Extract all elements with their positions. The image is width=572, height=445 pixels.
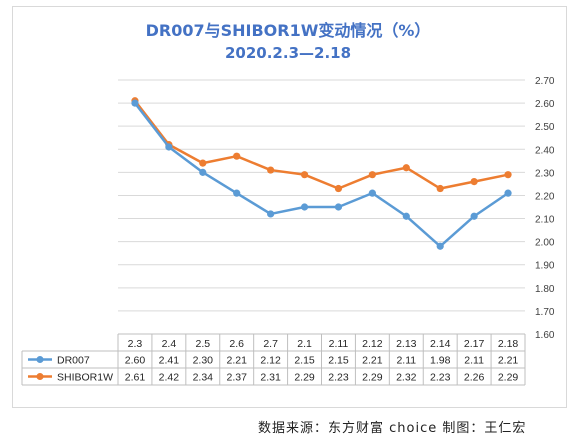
x-category-label: 2.5 [195, 338, 210, 350]
table-value-SHIBOR1W: 2.34 [193, 372, 214, 384]
line-chart: DR007与SHIBOR1W变动情况（%） 2020.2.3—2.18 1.60 1.… [21, 21, 555, 386]
data-point-SHIBOR1W [470, 178, 478, 186]
y-tick-label: 2.30 [535, 168, 555, 179]
table-value-DR007: 2.12 [260, 355, 281, 367]
data-point-SHIBOR1W [402, 164, 410, 172]
table-value-SHIBOR1W: 2.42 [159, 372, 180, 384]
data-point-DR007 [199, 168, 207, 176]
table-value-DR007: 2.30 [193, 355, 214, 367]
data-point-DR007 [334, 203, 343, 211]
table-value-SHIBOR1W: 2.31 [260, 372, 281, 384]
chart-subtitle: 2020.2.3—2.18 [225, 44, 351, 62]
data-point-SHIBOR1W [334, 184, 343, 193]
table-value-DR007: 2.21 [226, 355, 247, 367]
y-tick-label: 2.10 [535, 215, 555, 226]
x-category-label: 2.12 [362, 338, 383, 350]
x-category-label: 2.3 [128, 338, 143, 350]
legend-marker-DR007 [36, 356, 44, 363]
x-category-label: 2.7 [263, 338, 278, 350]
data-point-SHIBOR1W [199, 159, 207, 167]
table-value-DR007: 2.41 [159, 355, 180, 367]
data-point-DR007 [402, 212, 410, 220]
data-point-SHIBOR1W [368, 171, 376, 179]
x-category-label: 2.18 [498, 338, 519, 350]
y-tick-label: 1.60 [535, 330, 555, 341]
table-value-SHIBOR1W: 2.29 [362, 372, 383, 384]
legend-marker-SHIBOR1W [36, 373, 44, 380]
data-point-DR007 [368, 189, 376, 197]
y-tick-label: 2.60 [535, 99, 555, 110]
series-line-DR007 [133, 102, 509, 248]
data-point-SHIBOR1W [300, 171, 309, 179]
table-value-SHIBOR1W: 2.29 [498, 372, 519, 384]
table-value-SHIBOR1W: 2.23 [328, 372, 349, 384]
data-point-SHIBOR1W [267, 166, 275, 174]
x-category-label: 2.4 [162, 338, 177, 350]
legend-label-SHIBOR1W: SHIBOR1W [57, 372, 113, 384]
data-point-DR007 [436, 242, 444, 250]
y-tick-label: 2.70 [535, 76, 555, 87]
x-category-label: 2.1 [297, 338, 312, 350]
chart-title: DR007与SHIBOR1W变动情况（%） [146, 21, 431, 40]
x-category-label: 2.17 [464, 338, 485, 350]
table-value-DR007: 2.21 [498, 355, 519, 367]
table-value-SHIBOR1W: 2.26 [464, 372, 485, 384]
data-point-DR007 [300, 203, 309, 211]
x-category-label: 2.14 [430, 338, 451, 350]
series-line-SHIBOR1W [133, 100, 509, 190]
table-value-DR007: 2.11 [396, 355, 416, 367]
legend-label-DR007: DR007 [57, 355, 90, 367]
y-tick-label: 1.70 [535, 307, 555, 318]
table-value-SHIBOR1W: 2.23 [430, 372, 451, 384]
table-value-SHIBOR1W: 2.29 [294, 372, 315, 384]
data-point-DR007 [165, 143, 173, 151]
data-point-SHIBOR1W [233, 152, 241, 160]
source-credit: 数据来源：东方财富 choice 制图：王仁宏 [258, 421, 527, 436]
table-value-SHIBOR1W: 2.61 [125, 372, 146, 384]
table-value-DR007: 2.15 [328, 355, 349, 367]
y-tick-label: 2.40 [535, 145, 555, 156]
y-tick-label: 1.90 [535, 261, 555, 272]
y-tick-label: 2.50 [535, 122, 555, 133]
data-point-DR007 [233, 189, 241, 197]
table-value-DR007: 2.15 [294, 355, 315, 367]
data-point-DR007 [267, 210, 275, 218]
table-value-SHIBOR1W: 2.37 [226, 372, 247, 384]
chart-frame [12, 6, 567, 408]
data-point-SHIBOR1W [436, 184, 444, 193]
table-value-DR007: 2.11 [464, 355, 484, 367]
data-point-SHIBOR1W [504, 171, 512, 179]
x-category-label: 2.11 [329, 338, 349, 350]
table-value-DR007: 2.60 [125, 355, 146, 367]
y-tick-label: 2.00 [535, 238, 555, 249]
data-point-DR007 [470, 212, 478, 220]
table-value-DR007: 2.21 [362, 355, 383, 367]
x-category-label: 2.13 [396, 338, 417, 350]
data-point-DR007 [131, 99, 139, 107]
table-value-DR007: 1.98 [430, 355, 451, 367]
data-point-DR007 [504, 189, 512, 197]
y-tick-label: 1.80 [535, 284, 555, 295]
table-value-SHIBOR1W: 2.32 [396, 372, 417, 384]
y-tick-label: 2.20 [535, 191, 555, 202]
x-category-label: 2.6 [229, 338, 244, 350]
